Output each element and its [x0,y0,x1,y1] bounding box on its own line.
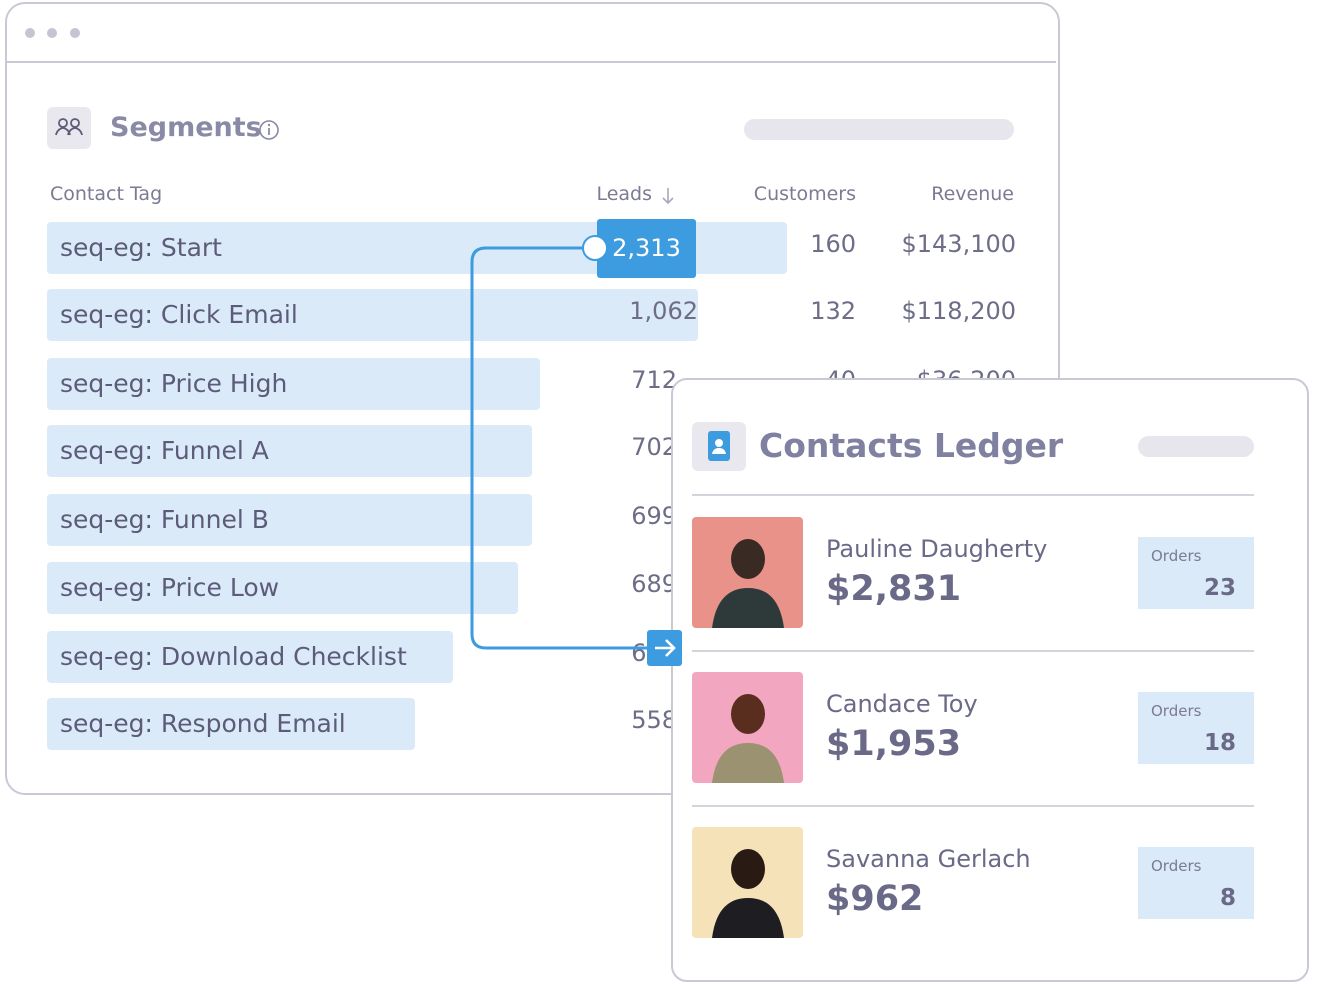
revenue-value: $143,100 [901,230,1016,258]
orders-box [1138,847,1254,919]
ledger-icon [692,422,746,471]
contact-tag: seq-eg: Download Checklist [60,642,407,671]
leads-value: 689 [631,570,677,598]
column-header[interactable]: Revenue [931,183,1014,205]
people-icon [55,118,83,136]
connector [470,246,650,650]
contact-tag: seq-eg: Price Low [60,573,280,602]
leads-value: 1,062 [629,297,698,325]
sort-arrow[interactable] [661,186,675,206]
arrow-box [647,630,682,666]
segments-title: Segments [110,112,262,143]
contact-tag: seq-eg: Price High [60,369,288,398]
leads-value: 712 [631,366,677,394]
photo-art [692,517,803,628]
contact-photo [692,517,803,628]
contact-photo [692,827,803,938]
contact-photo [692,672,803,783]
window-header-line [7,61,1056,63]
orders-count: 18 [1203,730,1236,756]
info-icon[interactable] [258,119,280,141]
column-header[interactable]: Leads [596,183,652,205]
contact-tag: seq-eg: Funnel B [60,505,269,534]
customers-value: 160 [810,230,856,258]
revenue-value: $118,200 [901,297,1016,325]
orders-count: 8 [1219,885,1236,911]
divider [692,805,1254,807]
contact-book-icon [708,431,730,461]
leads-value: 702 [631,433,677,461]
orders-count: 23 [1203,575,1236,601]
segments-icon [47,107,91,149]
tag-bar [47,494,532,546]
window-dot [47,28,57,38]
highlight-cell [597,219,696,278]
placeholder-pill [1138,436,1254,457]
placeholder-pill [744,119,1014,140]
contact-name: Pauline Daugherty [826,535,1048,563]
connector-start [582,235,608,261]
divider [692,494,1254,496]
orders-box [1138,692,1254,764]
leads-value: 2,313 [612,234,681,262]
contact-tag: seq-eg: Click Email [60,300,298,329]
tag-bar [47,562,518,614]
column-header[interactable]: Contact Tag [50,183,163,205]
contact-tag: seq-eg: Respond Email [60,709,346,738]
arrow-icon [655,639,676,657]
contact-name: Savanna Gerlach [826,845,1031,873]
orders-label: Orders [1151,857,1202,875]
photo-art [692,827,803,938]
customers-value: 132 [810,297,856,325]
ledger-title: Contacts Ledger [759,426,1064,465]
tag-bar [47,698,415,750]
leads-value: 558 [631,706,677,734]
photo-art [692,672,803,783]
tag-bar [47,425,532,477]
tag-bar [47,289,698,341]
orders-label: Orders [1151,702,1202,720]
tag-bar [47,631,453,683]
window-dot [25,28,35,38]
window-dot [70,28,80,38]
contact-amount: $1,953 [826,724,962,764]
orders-box [1138,537,1254,609]
contact-tag: seq-eg: Funnel A [60,436,269,465]
column-header[interactable]: Customers [753,183,856,205]
tag-bar [47,358,540,410]
contact-name: Candace Toy [826,690,978,718]
contact-amount: $962 [826,879,924,919]
contact-tag: seq-eg: Start [60,233,222,262]
orders-label: Orders [1151,547,1202,565]
contact-amount: $2,831 [826,569,962,609]
divider [692,650,1254,652]
leads-value: 699 [631,502,677,530]
